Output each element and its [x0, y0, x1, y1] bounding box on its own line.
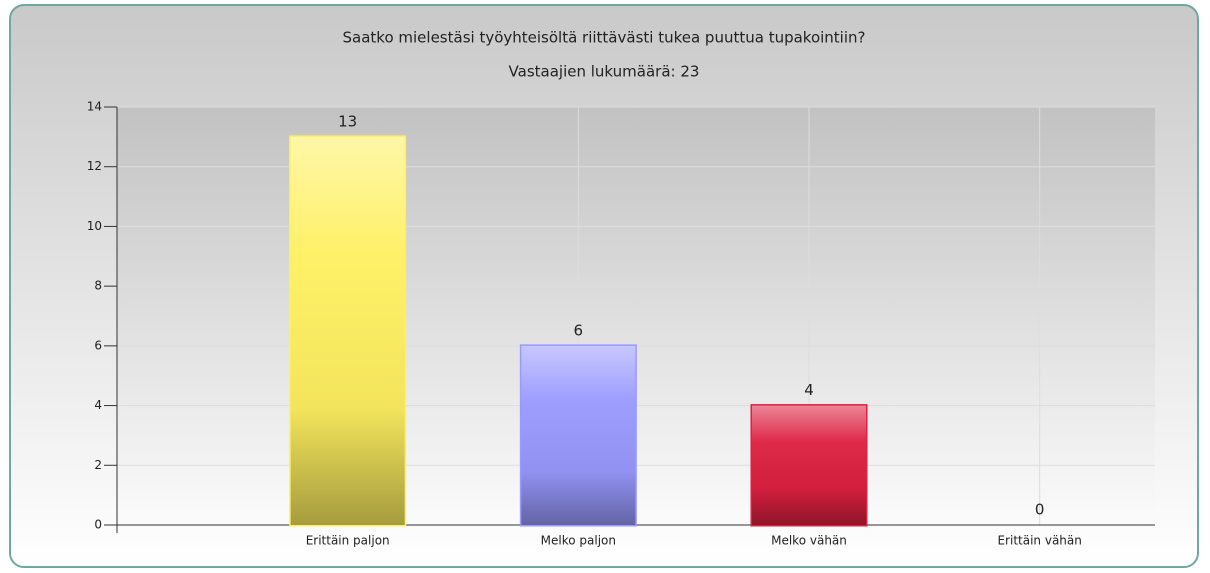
bar-shade — [521, 345, 636, 525]
x-tick-label: Erittäin vähän — [997, 534, 1081, 548]
x-tick-label: Melko paljon — [541, 534, 616, 548]
y-tick-label: 6 — [94, 338, 102, 352]
y-tick-label: 2 — [94, 458, 102, 472]
x-tick-label: Melko vähän — [771, 534, 847, 548]
x-tick-label: Erittäin paljon — [306, 534, 390, 548]
chart-subtitle: Vastaajien lukumäärä: 23 — [509, 63, 700, 81]
value-label: 0 — [1035, 501, 1045, 519]
bar-shade — [752, 405, 866, 525]
value-label: 4 — [804, 381, 814, 399]
y-tick-label: 0 — [94, 518, 102, 532]
chart-title: Saatko mielestäsi työyhteisöltä riittävä… — [343, 29, 866, 47]
value-label: 13 — [338, 112, 357, 130]
y-tick-label: 8 — [94, 279, 102, 293]
y-tick-label: 12 — [87, 159, 102, 173]
value-label: 6 — [574, 321, 584, 339]
bar-shade — [290, 136, 405, 525]
y-tick-label: 10 — [87, 219, 102, 233]
y-tick-label: 4 — [94, 398, 102, 412]
y-tick-label: 14 — [87, 100, 102, 114]
